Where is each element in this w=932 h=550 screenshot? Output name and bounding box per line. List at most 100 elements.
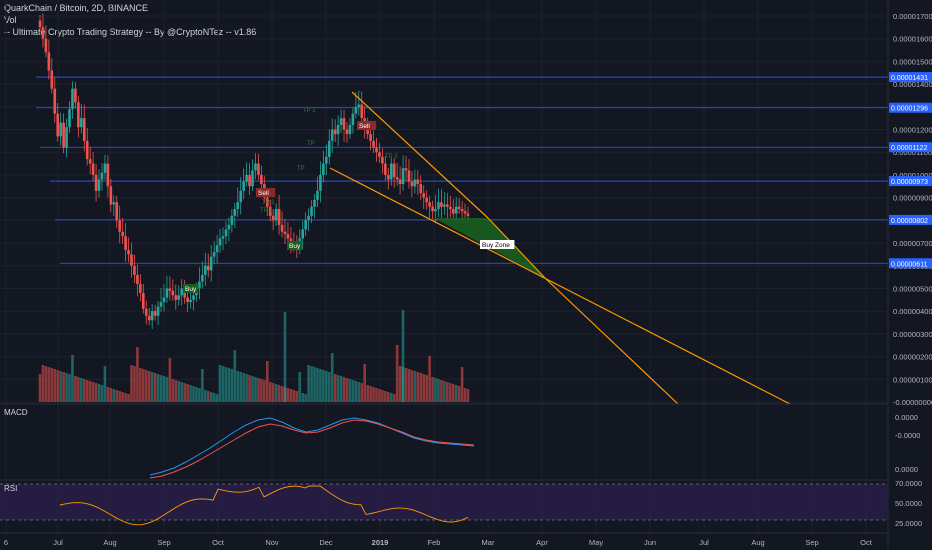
candle-body [268, 206, 272, 216]
candle-body [189, 299, 192, 303]
volume-bar [236, 371, 240, 402]
candle-body [133, 265, 136, 275]
volume-bar [112, 389, 116, 402]
candle-body [428, 202, 431, 207]
volume-bar [304, 394, 307, 402]
volume-bar [159, 375, 163, 402]
price-tick-label: 0.00000200 [893, 353, 932, 362]
volume-bar [351, 380, 355, 402]
price-tag-box [889, 258, 932, 269]
price-tick-label: 0.00001600 [893, 35, 932, 44]
macd-title: MACD [4, 408, 28, 417]
volume-bar [463, 388, 467, 402]
take-profit-label: TP [307, 141, 315, 147]
volume-bar [203, 390, 207, 402]
candle-body [65, 127, 68, 148]
candle-body [339, 118, 343, 125]
volume-bar [171, 379, 175, 402]
candle-body [265, 197, 269, 207]
candle-body [422, 193, 426, 198]
candle-body [389, 163, 393, 180]
candle-body [434, 209, 437, 212]
buy-signal-text: Buy [185, 286, 197, 293]
candle-body [192, 295, 195, 300]
volume-bar [363, 364, 366, 402]
volume-bar [91, 382, 95, 402]
candle-body [218, 238, 222, 246]
time-tick-label: Jul [699, 538, 709, 547]
time-tick-label: 6 [4, 538, 8, 547]
candle-body [378, 152, 381, 157]
candle-body [251, 170, 254, 187]
buy-signal-box [183, 284, 199, 293]
candle-body [162, 297, 166, 303]
volume-bar [121, 392, 124, 402]
volume-bar [100, 385, 104, 402]
volume-bar [189, 385, 192, 402]
candle-body [80, 118, 83, 128]
buy-signal: Buy [183, 284, 199, 293]
volume-bar [301, 393, 305, 402]
candle-body [257, 163, 260, 175]
time-tick-label: Sep [805, 538, 818, 547]
volume-bar [56, 370, 60, 402]
volume-bar [177, 381, 181, 402]
candle-body [351, 113, 355, 125]
rsi-band [0, 484, 888, 520]
take-profit-label: TP [297, 166, 305, 172]
volume-bar [227, 368, 231, 402]
volume-bar [74, 376, 77, 402]
volume-bar [239, 372, 243, 402]
volume-bar [448, 383, 452, 402]
candle-body [198, 281, 201, 289]
candle-body [147, 315, 151, 321]
candle-body [375, 147, 378, 153]
candle-body [236, 202, 240, 209]
candle-body [440, 202, 443, 207]
volume-bar [186, 384, 189, 402]
candle-body [124, 236, 127, 250]
rsi-tick-label: 50.0000 [895, 499, 922, 508]
candle-body [366, 129, 369, 135]
volume-bar [218, 365, 222, 402]
candle-body [159, 302, 163, 307]
volume-bar [366, 385, 369, 402]
price-tick-label: 0.00001000 [893, 171, 932, 180]
volume-bar [307, 365, 310, 402]
candle-body [354, 106, 358, 114]
volume-bar [395, 345, 399, 402]
candle-body [156, 306, 160, 316]
volume-bar [139, 368, 142, 402]
rsi-tick-label: 70.0000 [895, 479, 922, 488]
sell-signal-box [256, 188, 276, 197]
volume-bar [212, 393, 216, 402]
volume-bar [322, 370, 325, 402]
volume-bar [342, 377, 346, 402]
volume-bar [339, 376, 343, 402]
volume-bar [130, 365, 133, 402]
volume-bar [289, 389, 293, 402]
candle-body [62, 122, 65, 148]
candle-body [56, 113, 60, 137]
candle-body [387, 174, 390, 180]
candle-body [142, 293, 145, 309]
volume-bar [245, 374, 248, 402]
volume-bar [53, 369, 57, 402]
volume-label: Vol [4, 15, 17, 25]
time-tick-label: Jul [53, 538, 63, 547]
volume-bar [68, 374, 71, 402]
rsi-title: RSI [4, 484, 18, 493]
volume-bar [375, 388, 378, 402]
price-tag-box [889, 142, 932, 153]
candle-body [413, 179, 417, 187]
volume-bar [260, 379, 263, 402]
candle-body [277, 209, 281, 225]
volume-bar [195, 387, 198, 402]
price-tick-label: 0.00001400 [893, 80, 932, 89]
wedge-lower-line [329, 167, 791, 405]
candle-body [451, 209, 455, 214]
candle-body [325, 156, 328, 164]
volume-bar [451, 384, 455, 402]
volume-bar [378, 389, 381, 402]
